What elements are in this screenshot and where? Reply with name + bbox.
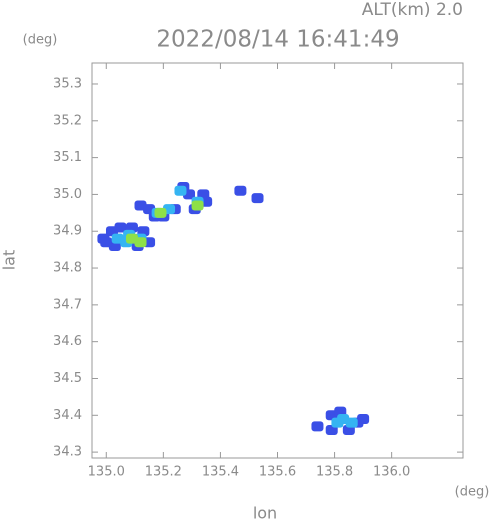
echo-cell (234, 185, 247, 196)
echo-cell (174, 185, 187, 196)
y-axis-label: lat (0, 250, 19, 271)
plot-frame (91, 62, 464, 459)
x-tick-label: 135.0 (88, 465, 125, 480)
x-tick-label: 135.4 (202, 465, 239, 480)
y-tick-label: 34.3 (53, 445, 82, 460)
y-tick-label: 34.4 (53, 408, 82, 423)
x-tick-label: 135.6 (259, 465, 296, 480)
echo-cell (331, 417, 344, 428)
x-tick-label: 135.8 (316, 465, 353, 480)
echo-cell (100, 237, 113, 248)
y-tick-label: 34.6 (53, 334, 82, 349)
x-tick-label: 136.0 (373, 465, 410, 480)
echo-cell (191, 200, 204, 211)
y-tick-label: 35.2 (53, 113, 82, 128)
echo-cell (345, 417, 358, 428)
x-tick-label: 135.2 (145, 465, 182, 480)
y-tick-label: 35.3 (53, 76, 82, 91)
x-axis-label: lon (253, 504, 277, 522)
x-unit: (deg) (455, 485, 490, 500)
chart-title: 2022/08/14 16:41:49 (156, 27, 399, 53)
y-tick-label: 35.0 (53, 187, 82, 202)
echo-cell (311, 421, 324, 432)
y-unit: (deg) (23, 33, 58, 48)
y-tick-label: 35.1 (53, 150, 82, 165)
y-tick-label: 34.5 (53, 371, 82, 386)
altitude-annotation: ALT(km) 2.0 (362, 0, 463, 20)
echo-cell (134, 237, 147, 248)
y-tick-label: 34.9 (53, 224, 82, 239)
echo-cell (357, 413, 370, 424)
echo-cell (114, 222, 127, 233)
y-tick-label: 34.8 (53, 261, 82, 276)
echo-cell (251, 193, 264, 204)
y-tick-label: 34.7 (53, 297, 82, 312)
echo-cell (154, 207, 167, 218)
